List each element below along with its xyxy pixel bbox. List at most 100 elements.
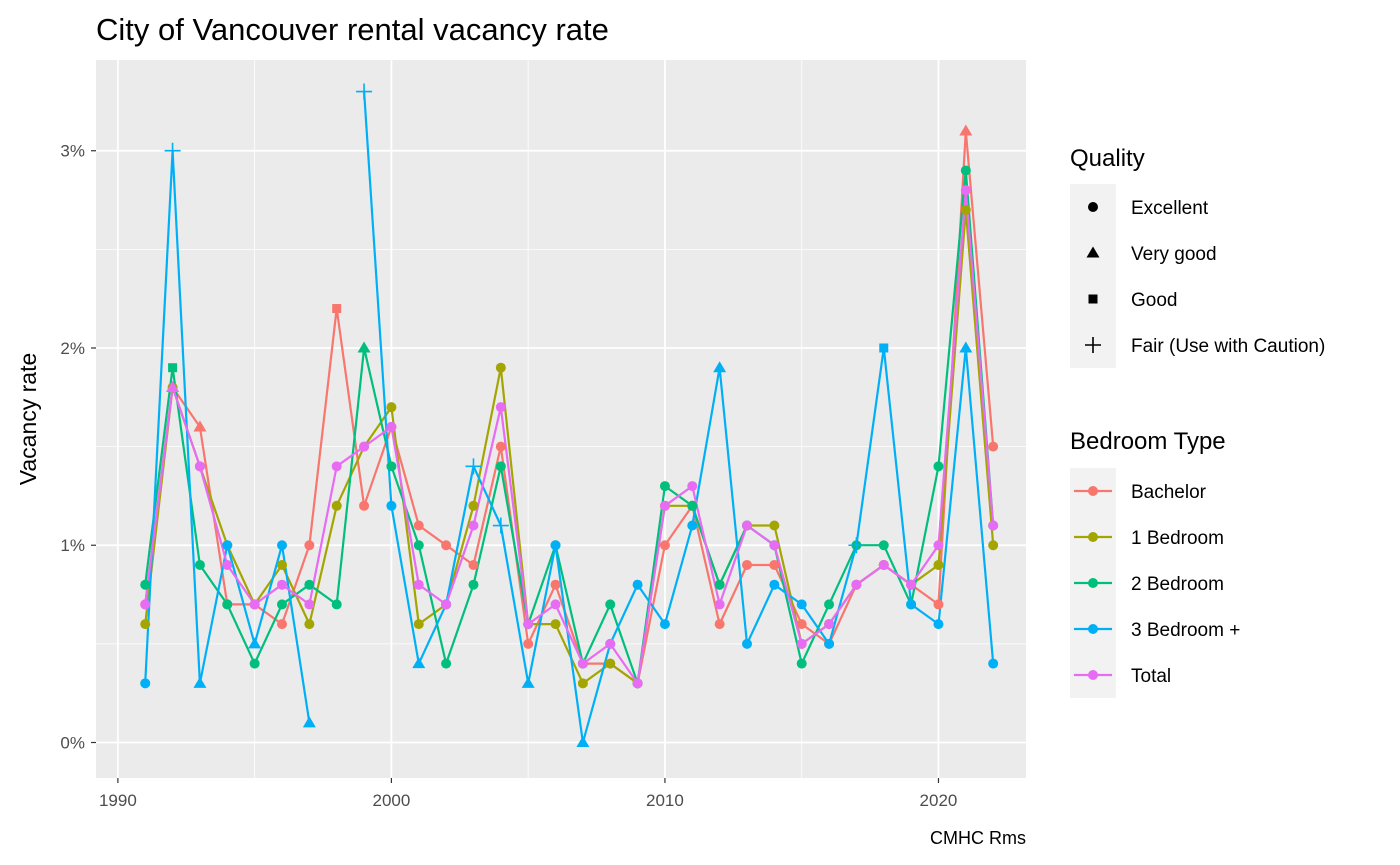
data-point-3-bedroom (386, 500, 397, 511)
data-point-3-bedroom (302, 716, 316, 728)
data-point-3-bedroom (521, 676, 535, 688)
quality-legend: Quality Excellent Very good Good Fair (Use … (1070, 145, 1325, 368)
plot-panel (96, 60, 1026, 778)
data-point-2-bedroom (659, 481, 670, 492)
data-point-total (796, 638, 807, 649)
x-tick-label: 2020 (920, 791, 958, 810)
data-point-bachelor (441, 540, 452, 551)
data-point-bachelor (468, 559, 479, 570)
data-point-bachelor (359, 500, 370, 511)
data-point-bachelor (550, 579, 561, 590)
data-point-1-bedroom (988, 540, 999, 551)
series-line-2-bedroom (144, 169, 995, 685)
data-point-bachelor (742, 559, 752, 570)
data-point-2-bedroom (168, 363, 178, 373)
legend-label-2-bedroom: 2 Bedroom (1131, 574, 1224, 595)
data-point-1-bedroom (468, 500, 479, 511)
data-point-3-bedroom (769, 579, 780, 590)
y-tick-label: 3% (60, 142, 85, 161)
chart-title: City of Vancouver rental vacancy rate (96, 12, 609, 47)
data-point-total (194, 461, 205, 472)
data-point-bachelor (495, 441, 506, 452)
data-point-total (632, 678, 643, 689)
data-point-2-bedroom (413, 540, 424, 551)
series-line-total (144, 189, 995, 685)
data-point-2-bedroom (687, 500, 698, 511)
data-point-3-bedroom (879, 343, 889, 353)
legend-label-3-bedroom: 3 Bedroom + (1131, 620, 1240, 641)
data-point-2-bedroom (714, 579, 725, 590)
data-point-2-bedroom (495, 461, 506, 472)
data-point-3-bedroom (164, 142, 181, 159)
data-point-2-bedroom (796, 658, 807, 669)
data-point-total (523, 619, 534, 630)
data-point-2-bedroom (824, 599, 835, 610)
data-point-total (550, 599, 561, 610)
data-point-3-bedroom (988, 658, 999, 669)
data-point-total (249, 599, 260, 610)
data-point-total (304, 599, 315, 610)
data-point-total (386, 421, 397, 432)
quality-legend-title: Quality (1070, 145, 1145, 172)
data-point-2-bedroom (304, 579, 315, 590)
quality-legend-key-square (1088, 294, 1098, 304)
data-point-bachelor (796, 619, 807, 630)
legend-key-point-2-bedroom (1088, 578, 1098, 588)
data-point-3-bedroom (906, 599, 917, 610)
data-point-3-bedroom (933, 619, 944, 630)
data-point-3-bedroom (848, 537, 865, 554)
data-point-3-bedroom (193, 676, 207, 688)
legend-key-point-total (1088, 670, 1098, 680)
data-point-1-bedroom (413, 619, 424, 630)
data-point-3-bedroom (248, 637, 262, 649)
data-point-1-bedroom (960, 204, 971, 215)
data-point-1-bedroom (331, 500, 342, 511)
series-points (140, 83, 999, 748)
quality-legend-key-triangle (1086, 246, 1100, 258)
data-point-1-bedroom (933, 559, 944, 570)
data-point-3-bedroom (742, 638, 752, 649)
data-point-1-bedroom (386, 402, 397, 413)
data-point-1-bedroom (277, 559, 287, 570)
data-point-1-bedroom (577, 678, 588, 689)
data-point-total (687, 481, 698, 492)
data-point-1-bedroom (140, 619, 151, 630)
quality-legend-label: Very good (1131, 244, 1217, 265)
data-point-2-bedroom (468, 579, 479, 590)
y-tick-label: 1% (60, 536, 85, 555)
data-point-total (769, 540, 780, 551)
data-point-total (742, 520, 752, 531)
data-point-total (824, 619, 835, 630)
data-point-total (413, 579, 424, 590)
data-point-2-bedroom (386, 461, 397, 472)
data-point-total (359, 441, 370, 452)
data-point-3-bedroom (824, 638, 835, 649)
data-point-1-bedroom (495, 362, 506, 373)
data-point-3-bedroom (140, 678, 151, 689)
data-point-total (906, 579, 917, 590)
legend-label-1-bedroom: 1 Bedroom (1131, 528, 1224, 549)
data-point-2-bedroom (249, 658, 260, 669)
data-point-total (468, 520, 479, 531)
data-point-total (659, 500, 670, 511)
data-point-total (988, 520, 999, 531)
data-point-total (331, 461, 342, 472)
data-point-3-bedroom (492, 517, 509, 534)
data-point-total (577, 658, 588, 669)
data-point-2-bedroom (140, 579, 151, 590)
quality-legend-key-circle (1088, 202, 1098, 212)
data-point-3-bedroom (632, 579, 643, 590)
data-point-1-bedroom (304, 619, 315, 630)
series-line-bachelor (144, 129, 995, 685)
quality-legend-label: Good (1131, 290, 1177, 311)
data-point-bachelor (332, 304, 342, 314)
data-point-total (878, 559, 889, 570)
data-point-2-bedroom (277, 599, 287, 610)
x-tick-label: 2010 (646, 791, 684, 810)
data-point-bachelor (523, 638, 534, 649)
data-point-1-bedroom (769, 520, 780, 531)
data-point-1-bedroom (550, 619, 561, 630)
legend-key-point-3-bedroom (1088, 624, 1098, 634)
x-tick-label: 2000 (372, 791, 410, 810)
data-point-total (960, 185, 971, 196)
